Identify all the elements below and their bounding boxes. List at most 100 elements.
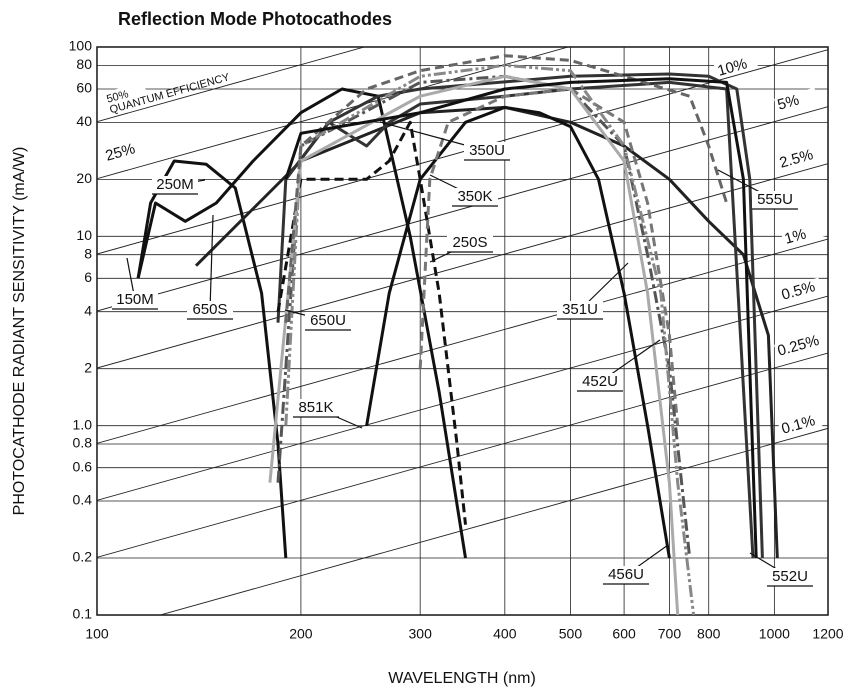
x-tick-label: 500 [559, 626, 583, 642]
series-line [136, 159, 288, 559]
label-bg [557, 301, 603, 319]
legend-label: 452U [582, 373, 618, 390]
legend-label: 650S [192, 301, 227, 318]
qe-line [97, 295, 828, 501]
y-tick-label: 2 [84, 359, 92, 375]
y-tick-label: 4 [84, 302, 92, 318]
label-bg [452, 188, 498, 206]
qe-label-group: 0.5% [777, 277, 823, 304]
qe-line [97, 47, 366, 123]
qe-label-group: 0.1% [777, 411, 823, 438]
legend-label: 351U [562, 301, 598, 318]
qe-label-group: 50%QUANTUM EFFICIENCY [102, 71, 232, 116]
qe-label-bg [102, 81, 148, 108]
qe-label-group: 5% [773, 87, 819, 114]
y-tick-label: 40 [76, 113, 92, 129]
label-bg [152, 176, 198, 194]
qe-label: 0.5% [780, 278, 818, 304]
series-line [136, 87, 467, 559]
label-bg [752, 191, 798, 209]
legend-label: 650U [310, 312, 346, 329]
y-tick-label: 100 [69, 38, 93, 54]
legend-label: 851K [298, 399, 333, 416]
chart-title: Reflection Mode Photocathodes [118, 9, 392, 29]
x-axis-label: WAVELENGTH (nm) [388, 670, 536, 687]
series-line [284, 63, 696, 615]
qe-label: 50% [105, 88, 130, 106]
qe-line [97, 49, 828, 255]
x-tick-label: 300 [409, 626, 433, 642]
legend-label: 350K [457, 188, 492, 205]
y-tick-label: 0.6 [73, 458, 93, 474]
qe-line [97, 352, 828, 558]
qe-label-bg [775, 145, 821, 172]
series-line [365, 105, 671, 559]
y-tick-label: 60 [76, 80, 92, 96]
legend-label: 250M [156, 176, 194, 193]
qe-label-bg [773, 333, 819, 360]
label-bg [447, 234, 493, 252]
y-tick-label: 8 [84, 245, 92, 261]
qe-label: 5% [776, 91, 801, 113]
x-tick-label: 200 [289, 626, 313, 642]
label-leader [209, 214, 214, 311]
x-tick-label: 600 [612, 626, 636, 642]
qe-label: 2.5% [778, 146, 816, 172]
series-line [284, 54, 729, 323]
y-tick-label: 1.0 [73, 416, 93, 432]
label-bg [305, 312, 351, 330]
label-bg [767, 568, 813, 586]
y-axis-label: PHOTOCATHODE RADIANT SENSITIVITY (mA/W) [11, 147, 28, 516]
plot-area [97, 47, 828, 615]
x-tick-label: 100 [85, 626, 109, 642]
series-line [276, 120, 467, 525]
y-tick-label: 80 [76, 56, 92, 72]
label-bg [112, 291, 158, 309]
qe-label-group: 10% [713, 53, 759, 80]
y-tick-label: 0.8 [73, 435, 93, 451]
x-tick-label: 700 [658, 626, 682, 642]
y-tick-label: 10 [76, 227, 92, 243]
qe-line [97, 47, 570, 180]
qe-line [97, 163, 828, 369]
qe-label-group: 1% [780, 221, 826, 248]
legend-label: 555U [757, 191, 793, 208]
label-bg [464, 142, 510, 160]
legend-label: 150M [116, 291, 154, 308]
qe-label-bg [777, 411, 823, 438]
label-bg [293, 399, 339, 417]
qe-label-bg [780, 221, 826, 248]
label-bg [603, 566, 649, 584]
label-bg [187, 301, 233, 319]
qe-label-group: 25% [101, 138, 147, 165]
x-tick-label: 400 [493, 626, 517, 642]
qe-label: 0.25% [776, 332, 822, 360]
series-line [284, 80, 755, 559]
series-line [284, 77, 758, 559]
qe-label-bg [713, 53, 759, 80]
qe-label-group: 0.25% [773, 332, 822, 360]
qe-label: 0.1% [780, 412, 818, 438]
qe-label: 1% [783, 225, 808, 247]
y-tick-label: 20 [76, 170, 92, 186]
y-tick-label: 6 [84, 269, 92, 285]
qe-line [97, 238, 828, 444]
legend-label: 250S [452, 234, 487, 251]
qe-label-bg [777, 277, 823, 304]
y-tick-label: 0.1 [73, 606, 93, 622]
qe-label: 10% [716, 55, 749, 79]
x-tick-label: 800 [697, 626, 721, 642]
label-bg [577, 373, 623, 391]
y-tick-label: 0.4 [73, 492, 93, 508]
legend-label: 350U [469, 142, 505, 159]
qe-label-bg [773, 87, 819, 114]
series-line [268, 74, 680, 615]
qe-label: 25% [104, 140, 137, 164]
y-tick-label: 0.2 [73, 549, 93, 565]
legend-label: 456U [608, 566, 644, 583]
qe-label-bg [101, 138, 147, 165]
x-tick-label: 1200 [812, 626, 843, 642]
x-tick-label: 1000 [759, 626, 790, 642]
legend-label: 552U [772, 568, 808, 585]
